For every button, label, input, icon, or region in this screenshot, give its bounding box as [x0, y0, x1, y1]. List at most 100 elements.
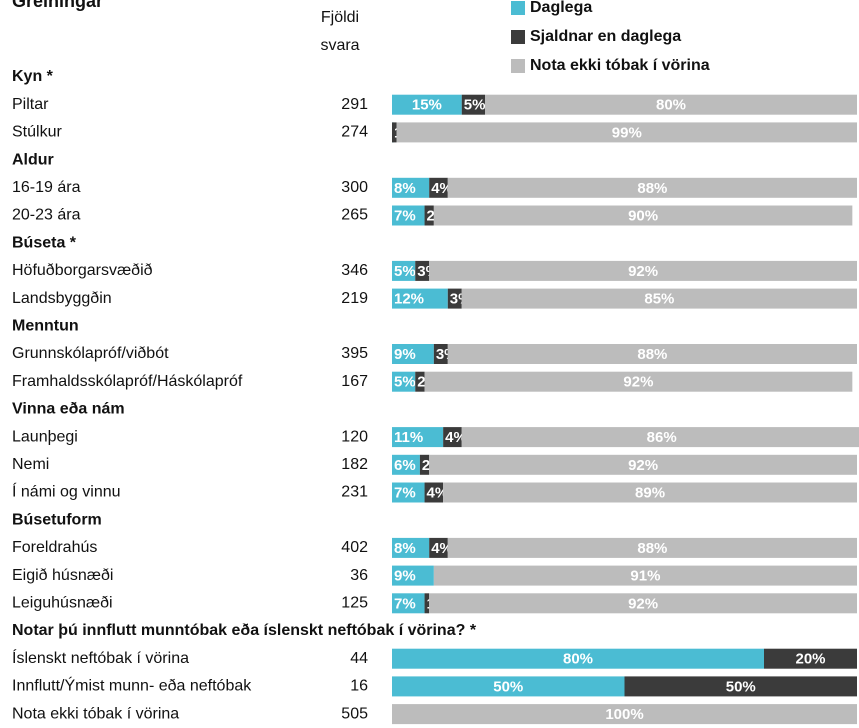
- row-label: Eigið húsnæði: [12, 567, 113, 584]
- value-label: 85%: [644, 291, 674, 308]
- value-label: 88%: [637, 180, 667, 197]
- count-header: Fjöldi: [321, 9, 359, 26]
- row-label: Framhaldsskólapróf/Háskólapróf: [12, 373, 243, 390]
- bar-segment: [392, 344, 434, 364]
- group-header: Aldur: [12, 151, 54, 168]
- row-count: 291: [341, 96, 368, 113]
- row-count: 505: [341, 705, 368, 722]
- legend-label: Sjaldnar en daglega: [530, 28, 681, 45]
- bar-segment: [392, 94, 462, 115]
- bar-segment: [424, 482, 444, 503]
- bar-segment: [419, 454, 430, 475]
- value-label: 4%: [431, 180, 453, 197]
- value-label: 92%: [628, 595, 658, 612]
- row-label: Innflutt/Ýmist munn- eða neftóbak: [12, 676, 252, 695]
- value-label: 5%: [394, 374, 416, 391]
- row-count: 120: [341, 428, 368, 445]
- row-label: Stúlkur: [12, 124, 62, 141]
- row-label: Leiguhúsnæði: [12, 595, 113, 612]
- value-label: 50%: [493, 678, 523, 695]
- bar-segment: [392, 205, 425, 226]
- bar-segment: [392, 122, 397, 143]
- legend-swatch: [511, 59, 525, 73]
- value-label: 92%: [628, 457, 658, 474]
- value-label: 4%: [427, 484, 449, 501]
- value-label: 90%: [628, 207, 658, 224]
- value-label: 4%: [431, 540, 453, 557]
- bar-segment: [392, 371, 416, 392]
- value-label: 50%: [726, 678, 756, 695]
- bar-segment: [429, 177, 448, 198]
- bar-segment: [415, 260, 430, 281]
- legend-label: Daglega: [530, 0, 592, 16]
- bar-segment: [392, 427, 444, 448]
- row-count: 395: [341, 345, 368, 362]
- row-label: Grunnskólapróf/viðbót: [12, 345, 169, 362]
- value-label: 20%: [795, 651, 825, 668]
- row-count: 16: [350, 678, 368, 695]
- row-count: 182: [341, 456, 368, 473]
- bar-segment: [433, 205, 853, 226]
- row-count: 231: [341, 484, 368, 501]
- group-header: Vinna eða nám: [12, 401, 125, 418]
- bar-segment: [392, 260, 416, 281]
- row-label: Nemi: [12, 456, 49, 473]
- value-label: 88%: [637, 346, 667, 363]
- bar-segment: [429, 454, 857, 475]
- bar-segment: [392, 593, 425, 614]
- bar-segment: [392, 177, 430, 198]
- row-count: 44: [350, 650, 368, 667]
- value-label: 8%: [394, 540, 416, 557]
- bar-segment: [447, 537, 857, 558]
- value-label: 7%: [394, 207, 416, 224]
- value-label: 86%: [647, 429, 677, 446]
- bar-segment: [433, 565, 857, 586]
- row-count: 219: [341, 290, 368, 307]
- bar-segment: [764, 648, 857, 669]
- row-count: 36: [350, 567, 368, 584]
- value-label: 4%: [445, 429, 467, 446]
- row-label: Nota ekki tóbak í vörina: [12, 705, 179, 722]
- value-label: 7%: [394, 595, 416, 612]
- row-count: 402: [341, 539, 368, 556]
- bar-segment: [443, 427, 462, 448]
- group-header: Menntun: [12, 318, 79, 335]
- group-header: Kyn *: [12, 68, 54, 85]
- legend-swatch: [511, 1, 525, 15]
- chart-title: Greiningar: [12, 0, 103, 11]
- value-label: 8%: [394, 180, 416, 197]
- count-header: svara: [320, 37, 359, 54]
- value-label: 92%: [628, 263, 658, 280]
- value-label: 88%: [637, 540, 667, 557]
- bar-segment: [433, 344, 448, 364]
- row-label: Í námi og vinnu: [12, 482, 121, 501]
- row-count: 167: [341, 373, 368, 390]
- bar-segment: [447, 344, 857, 364]
- bar-segment: [392, 565, 434, 586]
- bar-segment: [624, 676, 857, 697]
- bar-segment: [429, 260, 857, 281]
- bar-segment: [424, 205, 434, 226]
- bar-segment: [447, 288, 462, 309]
- bar-segment: [424, 593, 430, 614]
- value-label: 99%: [612, 124, 642, 141]
- value-label: 5%: [394, 263, 416, 280]
- group-header: Búseta *: [12, 234, 77, 251]
- bar-segment: [392, 482, 425, 503]
- bar-segment: [485, 94, 857, 115]
- bar-segment: [392, 454, 420, 475]
- row-label: Landsbyggðin: [12, 290, 112, 307]
- value-label: 11%: [394, 429, 423, 446]
- value-label: 80%: [656, 97, 686, 114]
- bar-segment: [429, 537, 448, 558]
- bar-segment: [461, 427, 859, 448]
- row-count: 265: [341, 207, 368, 224]
- group-header: Notar þú innflutt munntóbak eða íslenskt…: [12, 622, 477, 639]
- value-label: 89%: [635, 484, 665, 501]
- row-count: 274: [341, 124, 368, 141]
- bar-segment: [461, 94, 485, 115]
- row-label: Foreldrahús: [12, 539, 97, 556]
- row-label: Piltar: [12, 96, 49, 113]
- row-count: 300: [341, 179, 368, 196]
- row-label: Íslenskt neftóbak í vörina: [12, 648, 189, 667]
